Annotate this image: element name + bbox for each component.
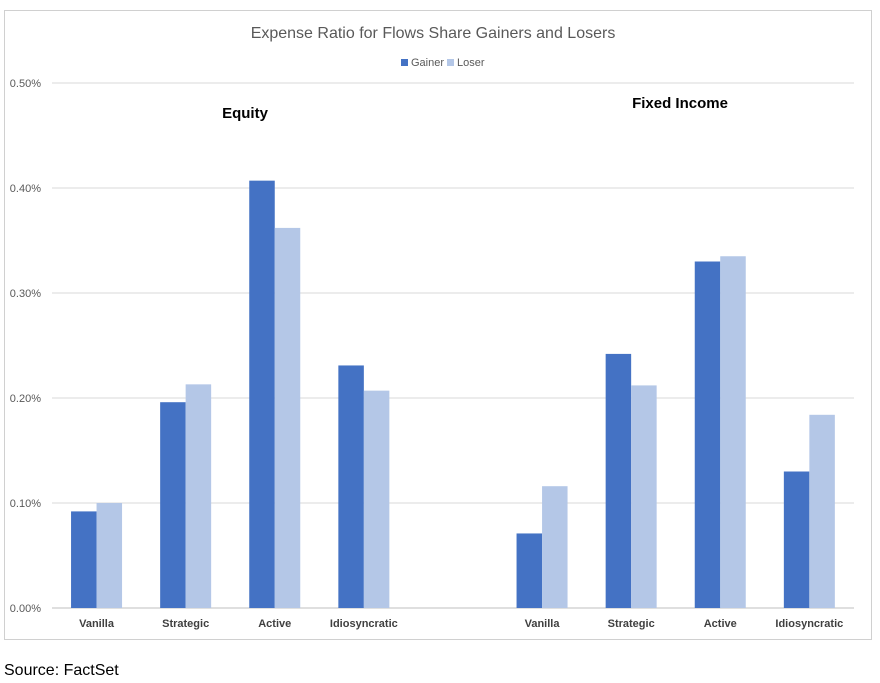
bar-gainer-active [694, 261, 721, 608]
legend-swatch-loser [447, 59, 454, 66]
legend-swatch-gainer [401, 59, 408, 66]
y-tick-label: 0.10% [10, 498, 41, 510]
bar-gainer-idiosyncratic [783, 471, 810, 608]
x-tick-label: Strategic [162, 618, 209, 630]
x-tick-label: Idiosyncratic [330, 618, 398, 630]
bars [71, 180, 835, 608]
bar-gainer-strategic [160, 402, 186, 608]
y-tick-label: 0.20% [10, 393, 41, 405]
bar-loser-idiosyncratic [809, 414, 835, 608]
bar-gainer-strategic [605, 353, 632, 608]
legend-label-loser: Loser [457, 57, 485, 69]
bar-loser-vanilla [96, 503, 123, 608]
bar-loser-active [274, 227, 301, 608]
group-label: Equity [222, 105, 268, 122]
source-note: Source: FactSet [4, 662, 119, 679]
group-labels: Equity Fixed Income [222, 95, 728, 122]
bar-gainer-vanilla [71, 511, 97, 608]
y-tick-label: 0.00% [10, 603, 41, 615]
x-tick-label: Idiosyncratic [775, 618, 843, 630]
x-tick-label: Vanilla [79, 618, 115, 630]
x-tick-label: Strategic [608, 618, 655, 630]
x-tick-label: Active [704, 618, 737, 630]
bar-loser-strategic [185, 384, 212, 608]
bar-loser-strategic [631, 385, 657, 608]
bar-loser-active [720, 256, 746, 608]
bar-gainer-idiosyncratic [338, 365, 364, 608]
x-tick-label: Vanilla [525, 618, 561, 630]
legend-label-gainer: Gainer [411, 57, 444, 69]
legend: Gainer Loser [401, 57, 485, 69]
chart-frame: Expense Ratio for Flows Share Gainers an… [4, 10, 872, 640]
bar-loser-idiosyncratic [363, 390, 390, 608]
y-tick-label: 0.30% [10, 288, 41, 300]
y-axis-ticks: 0.00% 0.10% 0.20% 0.30% 0.40% 0.50% [10, 78, 41, 615]
chart-title: Expense Ratio for Flows Share Gainers an… [251, 25, 616, 42]
bar-gainer-active [249, 180, 275, 608]
x-axis-ticks: Vanilla Strategic Active Idiosyncratic Vanil… [79, 618, 843, 630]
group-label: Fixed Income [632, 95, 728, 112]
bar-loser-vanilla [542, 486, 568, 608]
x-tick-label: Active [258, 618, 291, 630]
expense-ratio-chart: Expense Ratio for Flows Share Gainers an… [10, 25, 854, 630]
y-tick-label: 0.50% [10, 78, 41, 90]
y-tick-label: 0.40% [10, 183, 41, 195]
bar-gainer-vanilla [516, 533, 543, 608]
